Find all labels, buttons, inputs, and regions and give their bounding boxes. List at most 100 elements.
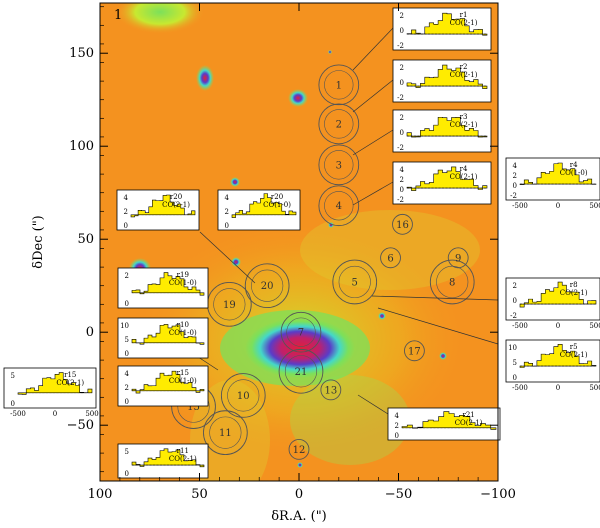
spectrum-x-tick: -500: [512, 322, 528, 330]
spectrum-x-tick: -500: [512, 384, 528, 392]
spectrum-y-tick: 2: [513, 172, 517, 180]
spectrum-line: CO(1-0): [169, 279, 197, 287]
y-tick-label: −50: [67, 418, 94, 433]
spectrum-line: CO(1-0): [169, 329, 197, 337]
spectrum-profile: [17, 372, 93, 395]
spectrum-line: CO(2-1): [560, 351, 588, 359]
spectrum-y-tick: 10: [120, 322, 129, 330]
spectrum-profile: [406, 116, 488, 138]
spectrum-y-tick: 4: [125, 370, 130, 378]
spectrum-line: CO(2-1): [56, 379, 84, 387]
spectrum-y-tick: -2: [397, 196, 404, 204]
filament-sw: [190, 380, 270, 481]
spectrum-y-tick: 0: [400, 186, 404, 194]
y-tick-label: 0: [86, 325, 94, 340]
spectrum-profile: [131, 324, 205, 345]
filament-s: [290, 375, 410, 465]
spectrum-y-tick: 0: [513, 374, 517, 382]
spectrum-y-tick: 2: [225, 208, 229, 216]
spectrum-line: CO(1-0): [263, 201, 291, 209]
aperture-circle: [318, 103, 360, 145]
aperture-inner-circle: [338, 265, 371, 299]
spectrum-id: r15: [177, 369, 189, 377]
aperture-label: 11: [219, 428, 232, 439]
spectrum-x-tick: 500: [85, 410, 98, 418]
spectrum-y-tick: 0: [125, 350, 129, 358]
spectrum-y-tick: -2: [397, 42, 404, 50]
spectrum-id: r19: [177, 271, 189, 279]
spectrum-id: r10: [177, 321, 189, 329]
aperture-inner-circle: [227, 379, 260, 412]
spectrum-x-tick: 0: [53, 410, 57, 418]
spectrum-line: CO(2-1): [455, 419, 483, 427]
aperture-circle: [318, 185, 360, 227]
spectrum-y-tick: 0: [400, 79, 404, 87]
spectrum-x-tick: 0: [556, 384, 560, 392]
spectrum-panels: r1CO(2-1)20-2r2CO(2-1)20-2r3CO(2-1)20-2r…: [3, 7, 600, 479]
aperture-label: 21: [295, 367, 308, 378]
aperture-circle: [429, 259, 475, 305]
spectrum-id: r5: [570, 343, 578, 351]
spectrum-y-tick: 2: [125, 384, 129, 392]
spectrum-y-tick: 0: [125, 470, 129, 478]
spectrum-y-tick: 5: [513, 359, 517, 367]
spectrum-y-tick: -2: [397, 144, 404, 152]
spectrum-id: r3: [460, 113, 468, 121]
spectrum-line: CO(2-1): [450, 173, 478, 181]
spectrum-y-tick: 2: [400, 176, 404, 184]
spectrum-y-tick: 2: [125, 272, 129, 280]
spectrum-line: CO(2-1): [450, 121, 478, 129]
spectrum-y-tick: 4: [225, 194, 230, 202]
spectrum-y-tick: 2: [513, 282, 517, 290]
aperture-circle: [278, 348, 324, 394]
spectrum-x-tick: 500: [589, 202, 600, 210]
x-axis-label: δR.A. ("): [271, 509, 327, 524]
spectrum-x-tick: -500: [512, 202, 528, 210]
spectrum-y-tick: 4: [395, 412, 400, 420]
spectrum-id: r2: [460, 63, 468, 71]
spectrum-y-tick: 4: [400, 166, 405, 174]
aperture-label: 1: [336, 80, 342, 91]
aperture-label: 20: [261, 281, 274, 292]
spectrum-y-tick: 0: [125, 300, 129, 308]
spectrum-id: r15: [64, 371, 76, 379]
galaxy-core: [245, 318, 355, 378]
y-tick-label: 150: [69, 46, 94, 61]
aperture-circle: [318, 144, 360, 186]
spectrum-profile: [130, 194, 196, 218]
spectrum-x-tick: 500: [589, 322, 600, 330]
spectrum-x-tick: 0: [556, 322, 560, 330]
spectrum-id: r8: [570, 281, 578, 289]
spectrum-y-tick: 4: [124, 194, 129, 202]
spectrum-x-tick: -500: [10, 410, 26, 418]
spectrum-line: CO(2-1): [450, 71, 478, 79]
aperture-inner-circle: [286, 317, 316, 347]
aperture-label: 7: [298, 328, 304, 339]
aperture-circle: [447, 247, 469, 269]
aperture-circle: [318, 64, 360, 106]
spectrum-y-tick: 0: [125, 398, 129, 406]
aperture-label: 19: [223, 300, 236, 311]
aperture-circle: [332, 259, 378, 305]
spectrum-y-tick: 0: [124, 222, 128, 230]
aperture-label: 2: [336, 119, 342, 130]
spectrum-y-tick: -2: [510, 312, 517, 320]
spectrum-y-tick: 10: [508, 344, 517, 352]
aperture-circle: [288, 438, 310, 460]
spectrum-y-tick: 0: [225, 222, 229, 230]
